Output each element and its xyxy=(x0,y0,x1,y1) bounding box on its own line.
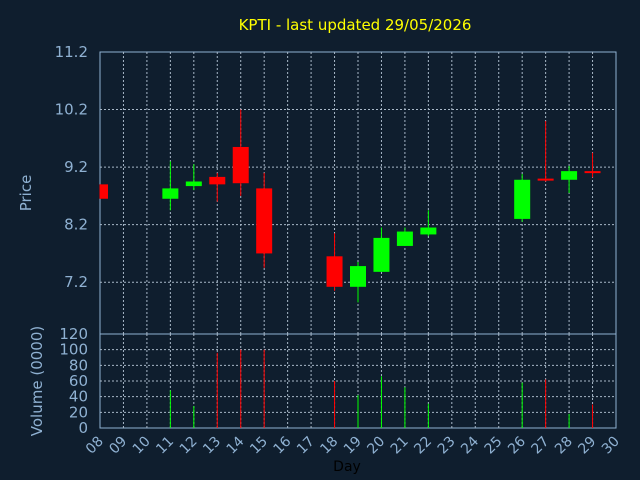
candles xyxy=(99,109,601,303)
candle-08 xyxy=(99,184,108,199)
candle-body xyxy=(232,146,249,184)
candle-28 xyxy=(561,165,578,193)
candle-19 xyxy=(350,262,366,303)
volume-tick-label: 20 xyxy=(69,403,88,421)
candle-22 xyxy=(420,210,437,237)
candle-body xyxy=(396,231,413,246)
price-tick-label: 9.2 xyxy=(64,158,88,176)
candle-body xyxy=(162,188,179,199)
volume-tick-label: 40 xyxy=(69,388,88,406)
candle-21 xyxy=(396,227,413,246)
price-axis-label: Price xyxy=(17,175,35,212)
volume-tick-label: 80 xyxy=(69,356,88,374)
price-tick-label: 11.2 xyxy=(55,43,88,61)
volume-tick-label: 120 xyxy=(59,325,88,343)
x-ticks: 08 09 10 11 12 13 14 15 16 17 18 19 20 21 22 23 24 25 26 27… xyxy=(83,433,623,457)
candle-body xyxy=(537,178,554,181)
candle-body xyxy=(209,176,226,185)
volume-bars xyxy=(169,349,594,428)
candle-14 xyxy=(232,109,249,196)
volume-tick-label: 0 xyxy=(78,419,88,437)
candle-20 xyxy=(373,227,390,272)
candle-27 xyxy=(537,121,554,182)
candle-11 xyxy=(162,161,179,211)
candle-12 xyxy=(185,164,202,191)
price-ticks: 7.2 8.2 9.2 10.2 11.2 xyxy=(55,43,88,291)
candle-body xyxy=(326,256,343,287)
candle-13 xyxy=(209,172,226,202)
volume-tick-label: 60 xyxy=(69,372,88,390)
candle-body xyxy=(584,171,601,174)
x-axis-label: Day xyxy=(333,459,361,475)
candle-body xyxy=(373,237,390,272)
price-tick-label: 10.2 xyxy=(55,101,88,119)
candle-29 xyxy=(584,152,601,178)
volume-tick-label: 100 xyxy=(59,341,88,359)
price-tick-label: 8.2 xyxy=(64,216,88,234)
volume-axis-label: Volume (0000) xyxy=(28,326,46,436)
candle-body xyxy=(561,171,578,180)
price-tick-label: 7.2 xyxy=(64,273,88,291)
candle-body xyxy=(185,181,202,187)
candle-body xyxy=(514,179,531,219)
candle-body xyxy=(100,184,108,199)
candle-body xyxy=(350,266,366,287)
candle-15 xyxy=(256,172,273,268)
candle-body xyxy=(256,188,273,254)
candle-26 xyxy=(514,174,531,222)
candle-18 xyxy=(326,233,343,291)
chart-title: KPTI - last updated 29/05/2026 xyxy=(239,16,472,34)
candle-body xyxy=(420,227,437,235)
